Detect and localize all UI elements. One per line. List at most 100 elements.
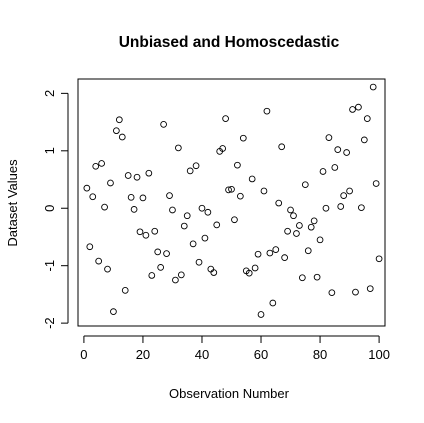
y-axis: -2 -1 0 1 2	[42, 90, 69, 329]
data-point	[130, 206, 138, 213]
data-point	[124, 172, 132, 179]
y-tick-label: 1	[42, 147, 57, 154]
data-point	[201, 234, 209, 242]
data-point	[198, 204, 206, 212]
data-point	[340, 192, 348, 199]
data-point	[175, 144, 182, 152]
data-point	[272, 246, 280, 253]
data-point	[266, 249, 274, 257]
data-point	[334, 146, 342, 154]
y-tick-label: 0	[42, 205, 57, 212]
data-point	[186, 167, 194, 175]
data-point	[260, 187, 268, 195]
data-point	[293, 230, 300, 237]
data-point	[151, 227, 159, 235]
data-point	[322, 204, 330, 212]
data-point	[275, 199, 283, 207]
data-point	[213, 221, 221, 229]
data-point	[251, 264, 259, 272]
data-point	[98, 160, 105, 167]
x-axis-label: Observation Number	[169, 386, 290, 401]
data-point	[369, 83, 377, 91]
data-point	[331, 164, 339, 171]
data-point	[169, 206, 176, 214]
data-point	[239, 134, 247, 142]
y-tick-label: 2	[42, 90, 57, 97]
data-point	[281, 254, 288, 261]
data-point	[337, 203, 345, 210]
data-point	[316, 236, 324, 244]
x-tick-label: 60	[254, 347, 268, 362]
data-point	[148, 272, 156, 279]
data-point	[228, 185, 235, 193]
data-point	[210, 269, 218, 276]
data-point	[304, 247, 312, 255]
data-point	[278, 143, 286, 151]
data-point	[296, 222, 303, 229]
data-point	[284, 227, 291, 235]
y-tick-label: -2	[42, 317, 57, 329]
data-point	[180, 222, 188, 230]
data-point	[328, 289, 336, 297]
data-point	[160, 121, 167, 128]
data-point	[352, 288, 359, 296]
x-tick-label: 20	[136, 347, 150, 362]
data-point	[192, 162, 200, 170]
data-point	[145, 169, 153, 177]
data-point	[183, 212, 191, 220]
data-point	[298, 274, 306, 282]
data-point	[290, 212, 297, 220]
data-point	[195, 258, 203, 266]
data-point	[363, 115, 371, 122]
data-point	[136, 228, 144, 236]
x-axis: 0 20 40 60 80 100	[80, 335, 390, 362]
data-point	[166, 192, 173, 199]
data-point	[349, 106, 356, 113]
data-point	[225, 186, 232, 194]
data-point	[121, 287, 129, 294]
y-tick-label: -1	[42, 260, 57, 272]
data-point	[325, 134, 333, 141]
data-point	[86, 243, 94, 251]
data-point	[343, 149, 350, 156]
data-point	[310, 217, 318, 225]
data-point	[222, 115, 229, 122]
data-point	[154, 248, 162, 256]
data-point	[254, 250, 262, 258]
data-point	[372, 180, 380, 187]
x-tick-label: 40	[195, 347, 209, 362]
data-point	[83, 184, 91, 192]
x-tick-label: 100	[368, 347, 390, 362]
data-point	[107, 179, 114, 187]
data-point	[234, 161, 241, 169]
data-point	[189, 240, 197, 248]
plot-frame	[77, 78, 386, 327]
y-axis-label: Dataset Values	[5, 159, 20, 247]
data-point	[245, 269, 253, 277]
data-point	[204, 208, 212, 216]
data-point	[110, 308, 117, 315]
data-points	[83, 83, 383, 318]
data-point	[287, 206, 294, 214]
data-point	[301, 181, 309, 189]
data-point	[375, 255, 383, 263]
data-point	[358, 204, 365, 212]
data-point	[139, 194, 147, 202]
data-point	[127, 193, 135, 201]
data-point	[113, 127, 120, 135]
data-point	[257, 311, 265, 318]
data-point	[263, 107, 271, 115]
data-point	[313, 273, 321, 281]
chart-title: Unbiased and Homoscedastic	[119, 34, 340, 51]
data-point	[248, 175, 256, 183]
data-point	[307, 223, 315, 231]
data-point	[269, 299, 277, 307]
data-point	[360, 136, 368, 144]
data-point	[101, 203, 108, 211]
data-point	[219, 145, 226, 152]
data-point	[346, 187, 353, 195]
x-tick-label: 80	[313, 347, 327, 362]
data-point	[163, 250, 170, 257]
data-point	[172, 276, 179, 284]
data-point	[231, 216, 238, 224]
